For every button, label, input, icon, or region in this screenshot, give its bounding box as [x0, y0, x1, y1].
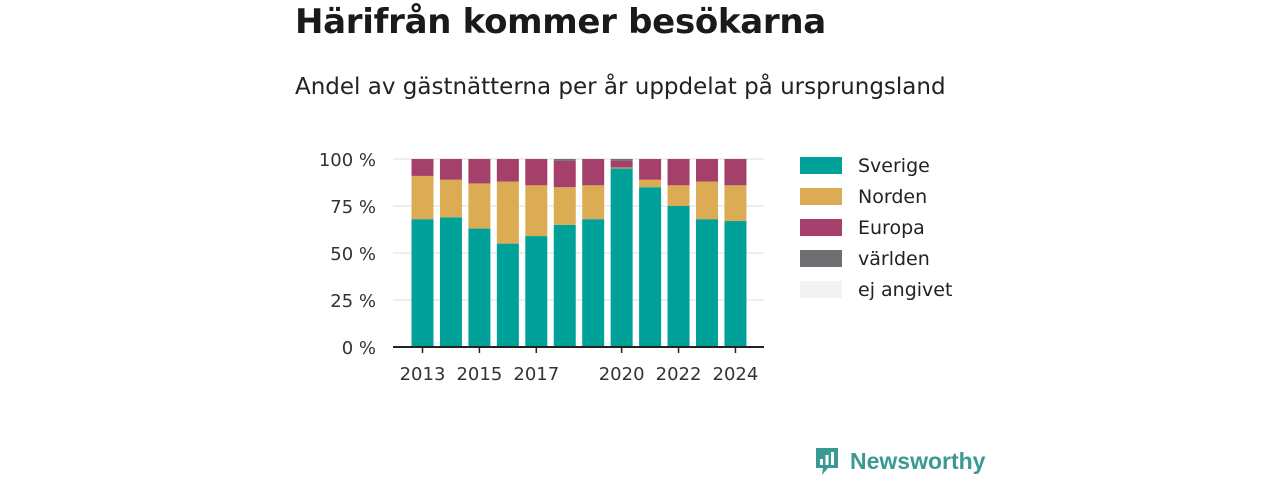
- legend-label: Norden: [858, 185, 928, 208]
- legend-label: Europa: [858, 216, 925, 239]
- y-tick-label: 50 %: [330, 244, 376, 265]
- bar-segment: [724, 185, 747, 222]
- legend-item: Norden: [800, 181, 952, 212]
- x-tick-label: 2015: [456, 364, 502, 385]
- x-tick-label: 2020: [599, 364, 645, 385]
- bar-segment: [610, 167, 633, 169]
- x-tick-label: 2013: [400, 364, 446, 385]
- legend-item: Europa: [800, 212, 952, 243]
- axes: 0 % 25 % 50 % 75 % 100 % 2013 2015 2017 2020 2022…: [319, 150, 764, 385]
- legend-swatch: [800, 250, 842, 267]
- brand-logo: Newsworthy: [814, 446, 985, 476]
- y-tick-label: 0 %: [342, 338, 376, 359]
- bar-segment: [525, 185, 548, 237]
- bar-segment: [439, 159, 462, 180]
- x-tick-label: 2024: [713, 364, 759, 385]
- bar-segment: [610, 159, 633, 161]
- bar-segment: [525, 159, 548, 186]
- brand-name: Newsworthy: [850, 447, 986, 474]
- bar-segment: [639, 159, 662, 180]
- legend-swatch: [800, 157, 842, 174]
- bar-segment: [525, 236, 548, 347]
- bar-segment: [667, 159, 690, 186]
- y-tick-label: 25 %: [330, 291, 376, 312]
- bar-segment: [468, 183, 491, 229]
- legend-swatch: [800, 219, 842, 236]
- bar-segment: [553, 159, 576, 161]
- bar-segment: [411, 175, 434, 220]
- bar-segment: [639, 179, 662, 188]
- bar-segment: [582, 219, 605, 347]
- bar-segment: [696, 181, 718, 220]
- bar-segment: [582, 185, 605, 220]
- legend-item: Sverige: [800, 150, 952, 181]
- bar-segment: [639, 187, 662, 347]
- legend-label: Sverige: [858, 154, 930, 177]
- bar-segment: [411, 159, 434, 176]
- bar-segment: [724, 159, 747, 186]
- bars: [411, 159, 747, 347]
- bar-segment: [696, 219, 718, 347]
- legend: Sverige Norden Europa världen ej angivet: [800, 150, 952, 305]
- legend-swatch: [800, 188, 842, 205]
- x-tick-label: 2022: [656, 364, 702, 385]
- legend-swatch: [800, 281, 842, 298]
- newsworthy-logo-icon: [816, 448, 838, 475]
- y-tick-label: 75 %: [330, 197, 376, 218]
- bar-segment: [553, 160, 576, 188]
- bar-segment: [496, 181, 519, 244]
- bar-segment: [553, 224, 576, 347]
- legend-item: ej angivet: [800, 274, 952, 305]
- chart-subtitle: Andel av gästnätterna per år uppdelat på…: [295, 74, 946, 100]
- y-tick-label: 100 %: [319, 150, 376, 171]
- bar-segment: [610, 168, 633, 347]
- bar-segment: [496, 159, 519, 182]
- bar-segment: [667, 185, 690, 206]
- chart-title: Härifrån kommer besökarna: [295, 2, 826, 42]
- bar-segment: [439, 217, 462, 347]
- bar-segment: [411, 219, 434, 347]
- bar-segment: [724, 221, 747, 347]
- legend-label: världen: [858, 247, 930, 270]
- bar-segment: [553, 187, 576, 225]
- bar-segment: [496, 243, 519, 347]
- bar-segment: [439, 179, 462, 218]
- legend-item: världen: [800, 243, 952, 274]
- bar-segment: [468, 228, 491, 347]
- bar-segment: [696, 159, 718, 182]
- bar-segment: [468, 159, 491, 184]
- bar-segment: [667, 206, 690, 347]
- bar-segment: [582, 159, 605, 186]
- bar-segment: [610, 160, 633, 168]
- legend-label: ej angivet: [858, 278, 953, 301]
- x-tick-label: 2017: [513, 364, 559, 385]
